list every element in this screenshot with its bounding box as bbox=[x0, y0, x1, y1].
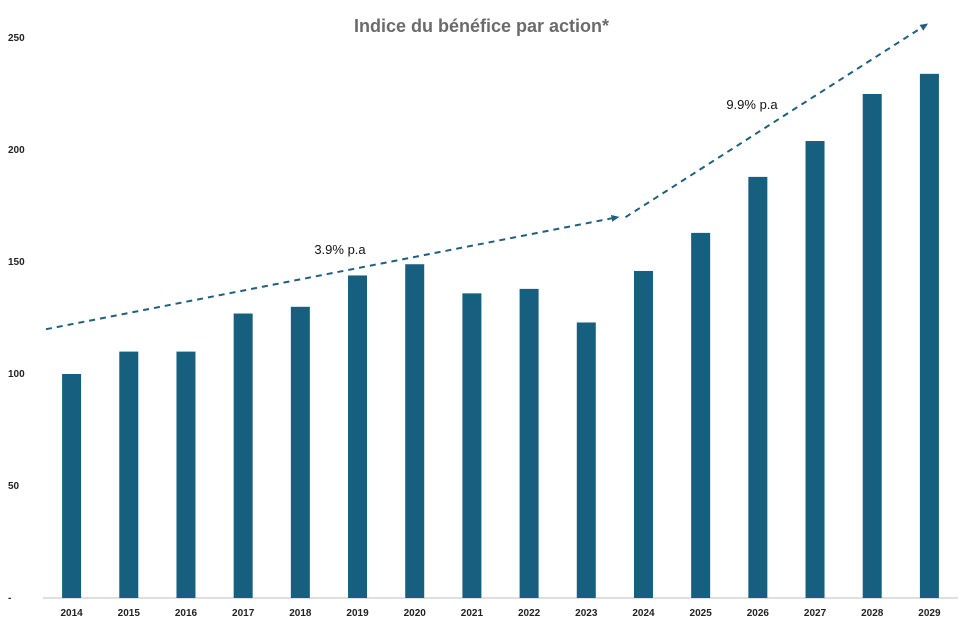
x-tick-label: 2018 bbox=[289, 608, 312, 619]
bar-2019 bbox=[348, 275, 368, 598]
bar-2018 bbox=[290, 306, 310, 598]
trend-arrow-2 bbox=[624, 23, 929, 219]
y-tick-label: 200 bbox=[8, 145, 25, 156]
x-tick-label: 2014 bbox=[60, 608, 83, 619]
y-tick-label: 100 bbox=[8, 369, 25, 380]
x-tick-label: 2026 bbox=[747, 608, 770, 619]
x-tick-label: 2021 bbox=[461, 608, 484, 619]
x-tick-label: 2025 bbox=[690, 608, 713, 619]
y-tick-label: - bbox=[8, 593, 11, 604]
bar-2015 bbox=[119, 351, 139, 598]
chart-title: Indice du bénéfice par action* bbox=[353, 16, 610, 36]
x-tick-label: 2020 bbox=[404, 608, 427, 619]
x-tick-label: 2028 bbox=[861, 608, 884, 619]
trend-arrow-1 bbox=[45, 214, 620, 331]
bar-2014 bbox=[62, 374, 82, 598]
bar-2024 bbox=[633, 270, 653, 598]
x-tick-label: 2015 bbox=[118, 608, 141, 619]
x-tick-label: 2024 bbox=[632, 608, 655, 619]
y-tick-label: 50 bbox=[8, 481, 20, 492]
bar-2020 bbox=[405, 264, 425, 598]
x-tick-label: 2019 bbox=[346, 608, 369, 619]
x-tick-label: 2023 bbox=[575, 608, 598, 619]
trend-layer bbox=[45, 23, 929, 331]
trend-label-1: 3.9% p.a bbox=[314, 242, 366, 257]
y-tick-label: 250 bbox=[8, 33, 25, 44]
y-tick-label: 150 bbox=[8, 257, 25, 268]
bar-2026 bbox=[748, 176, 768, 598]
x-tick-label: 2017 bbox=[232, 608, 255, 619]
bars-layer bbox=[62, 73, 939, 599]
labels-layer: - 50 100 150 200 250 2014 2015 2016 2017 2018 2019 2… bbox=[8, 33, 941, 619]
x-tick-label: 2016 bbox=[175, 608, 198, 619]
bar-2017 bbox=[233, 313, 253, 598]
trend-label-2: 9.9% p.a bbox=[726, 97, 778, 112]
bar-2029 bbox=[919, 73, 939, 599]
bar-2022 bbox=[519, 288, 539, 598]
bar-2027 bbox=[805, 141, 825, 599]
x-tick-label: 2022 bbox=[518, 608, 541, 619]
x-tick-label: 2029 bbox=[918, 608, 941, 619]
bar-2016 bbox=[176, 351, 196, 598]
x-tick-label: 2027 bbox=[804, 608, 827, 619]
bar-2023 bbox=[576, 322, 596, 598]
bar-2021 bbox=[462, 293, 482, 598]
bar-2028 bbox=[862, 94, 882, 598]
bar-2025 bbox=[691, 232, 711, 598]
